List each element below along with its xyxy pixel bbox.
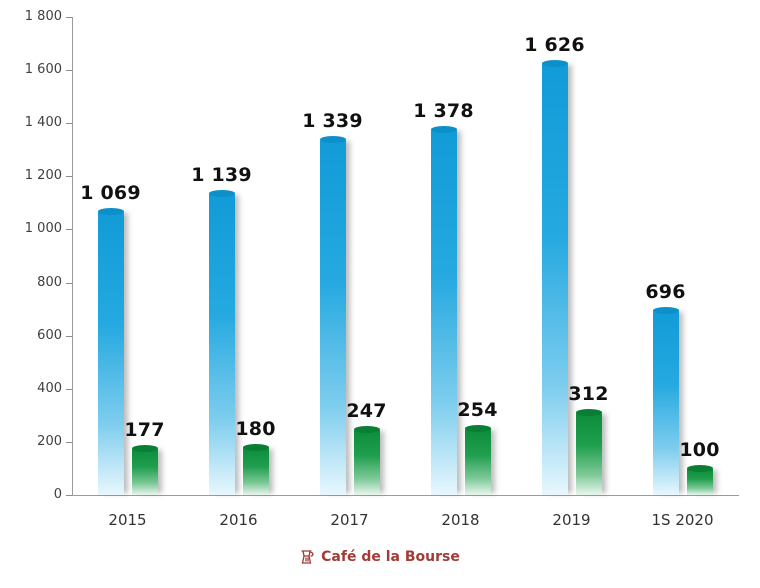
x-axis-label: 1S 2020: [651, 511, 714, 529]
bar-top-cap: [652, 307, 679, 315]
y-tick-mark: [66, 123, 72, 125]
y-tick-label: 800: [37, 274, 62, 290]
bar-green-2018: [464, 424, 491, 495]
bar-top-cap: [464, 424, 491, 432]
y-tick-mark: [66, 176, 72, 178]
bar-top-cap: [97, 208, 124, 216]
bar-green-2017: [353, 426, 380, 495]
value-label-green-2015: 177: [124, 418, 165, 441]
bar-blue-2015: [97, 208, 124, 495]
y-tick-mark: [66, 70, 72, 72]
bar-blue-2018: [430, 126, 457, 495]
plot-area: [72, 17, 739, 496]
y-tick-mark: [66, 282, 72, 284]
bar-green-2015: [131, 444, 158, 495]
y-tick-label: 0: [53, 487, 62, 502]
y-tick-mark: [66, 335, 72, 337]
value-label-green-2017: 247: [346, 400, 387, 423]
y-tick-label: 1 800: [24, 9, 62, 24]
value-label-blue-2015: 1 069: [80, 182, 141, 205]
footer-logo: Café de la Bourse: [0, 549, 760, 565]
value-label-blue-2016: 1 139: [191, 163, 252, 186]
y-tick-mark: [66, 388, 72, 390]
bar-blue-2016: [208, 189, 235, 495]
y-tick-label: 600: [37, 327, 62, 343]
value-label-green-2016: 180: [235, 418, 276, 441]
bar-top-cap: [131, 444, 158, 452]
bar-blue-2017: [319, 136, 346, 495]
y-tick-label: 200: [37, 433, 62, 449]
y-tick-mark: [66, 229, 72, 231]
value-label-green-2019: 312: [568, 383, 609, 406]
y-tick-label: 1 000: [24, 221, 62, 237]
bar-blue-1S-2020: [652, 307, 679, 495]
y-tick-mark: [66, 495, 72, 496]
bar-top-cap: [319, 136, 346, 144]
x-axis-label: 2017: [330, 511, 369, 529]
y-tick-mark: [66, 17, 72, 18]
value-label-blue-1S-2020: 696: [645, 281, 686, 304]
bar-green-1S-2020: [686, 465, 713, 495]
bar-green-2016: [242, 444, 269, 495]
cafe-logo-icon: [301, 550, 314, 564]
bar-top-cap: [541, 60, 568, 68]
bar-top-cap: [430, 126, 457, 134]
bar-top-cap: [242, 444, 269, 452]
x-axis-label: 2018: [441, 511, 480, 529]
brand-text: Café de la Bourse: [321, 549, 460, 565]
x-axis-label: 2015: [108, 511, 147, 529]
y-tick-label: 1 600: [24, 62, 62, 78]
y-tick-label: 400: [37, 380, 62, 396]
bar-green-2019: [575, 409, 602, 495]
value-label-blue-2019: 1 626: [524, 34, 585, 57]
y-tick-label: 1 400: [24, 115, 62, 131]
x-axis-label: 2019: [552, 511, 591, 529]
bar-top-cap: [208, 189, 235, 197]
y-tick-mark: [66, 441, 72, 443]
value-label-green-2018: 254: [457, 398, 498, 421]
x-axis-label: 2016: [219, 511, 258, 529]
bar-top-cap: [353, 426, 380, 434]
y-tick-label: 1 200: [24, 168, 62, 184]
bar-top-cap: [686, 465, 713, 473]
bar-top-cap: [575, 409, 602, 417]
value-label-green-1S-2020: 100: [679, 439, 720, 462]
value-label-blue-2018: 1 378: [413, 100, 474, 123]
value-label-blue-2017: 1 339: [302, 110, 363, 133]
bar-blue-2019: [541, 60, 568, 495]
